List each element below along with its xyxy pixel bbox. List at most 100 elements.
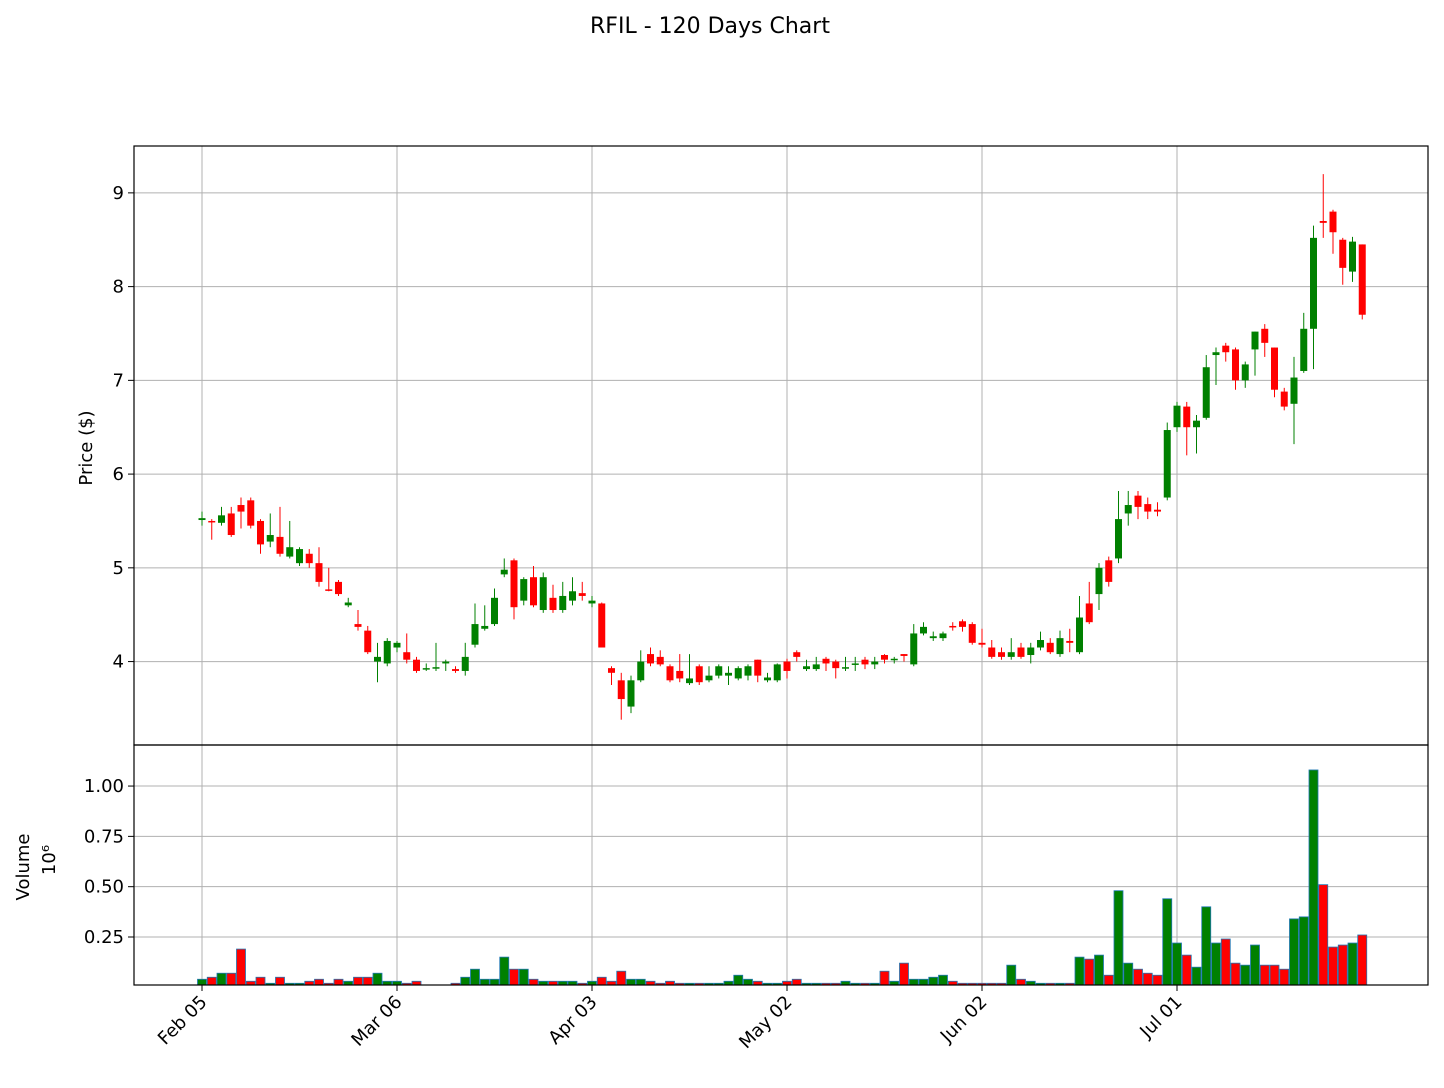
candle-body <box>1329 211 1337 233</box>
volume-bar <box>1133 968 1143 986</box>
candle-body <box>539 577 547 611</box>
candle-body <box>734 668 742 679</box>
candle-body <box>559 595 567 611</box>
candle-body <box>764 677 771 681</box>
candle-body <box>1037 640 1044 648</box>
candle-body <box>988 647 996 657</box>
candle-body <box>374 656 381 662</box>
candle-body <box>325 589 333 591</box>
candle-body <box>1027 647 1035 656</box>
volume-bar <box>1357 934 1368 986</box>
candle-body <box>900 654 908 656</box>
y2-tick-label: 0.25 <box>84 927 124 948</box>
candle-body <box>637 661 645 681</box>
volume-bar <box>255 976 266 986</box>
candle-body <box>715 666 723 676</box>
volume-bar <box>528 978 539 986</box>
candle-body <box>598 603 606 648</box>
candle-body <box>1212 352 1220 356</box>
candle-body <box>276 536 284 554</box>
volume-bar <box>1152 974 1163 986</box>
candle-body <box>1290 377 1298 404</box>
candle-body <box>1232 349 1239 381</box>
volume-bar <box>1347 942 1358 986</box>
candle-body <box>1193 420 1200 428</box>
candle-body <box>1163 430 1171 498</box>
volume-bar <box>236 948 246 986</box>
candle-body <box>198 518 206 521</box>
y-tick-label: 7 <box>113 370 124 391</box>
candle-body <box>315 563 323 582</box>
volume-bar <box>908 978 919 986</box>
volume-bar <box>460 976 471 986</box>
volume-bar <box>1201 906 1212 986</box>
candle-body <box>656 656 664 665</box>
candle-body <box>1105 560 1113 582</box>
candle-body <box>1134 495 1142 507</box>
candle-body <box>1339 239 1347 268</box>
y-axis-label: Price ($) <box>76 410 97 485</box>
candle-body <box>286 547 294 557</box>
candle-body <box>959 621 966 627</box>
candle-body <box>452 669 459 671</box>
candle-body <box>1007 652 1015 657</box>
volume-bar <box>206 976 217 986</box>
candle-body <box>754 659 762 676</box>
volume-bar <box>1172 942 1182 986</box>
volume-bar <box>1162 898 1173 986</box>
volume-bar <box>1298 916 1309 986</box>
volume-bar <box>635 978 646 986</box>
candle-body <box>1173 405 1181 428</box>
candle-body <box>442 661 450 664</box>
volume-bar <box>596 976 607 986</box>
candle-body <box>1183 406 1191 428</box>
candle-body <box>1046 642 1054 653</box>
candle-body <box>530 577 537 606</box>
volume-bar <box>1240 964 1251 986</box>
candle-body <box>1144 504 1152 512</box>
volume-bar <box>733 974 744 986</box>
candle-body <box>481 625 489 629</box>
candle-body <box>520 579 528 601</box>
candle-body <box>666 666 674 681</box>
volume-bar <box>1006 964 1017 986</box>
y-tick-label: 5 <box>113 558 124 579</box>
y-tick-label: 8 <box>113 277 124 298</box>
candle-body <box>803 666 810 670</box>
candle-body <box>783 661 791 671</box>
candle-body <box>1115 519 1122 559</box>
candle-body <box>549 597 557 611</box>
candle-body <box>266 535 274 542</box>
volume-bar <box>879 970 890 986</box>
volume-bar <box>1279 968 1290 986</box>
volume-frame <box>133 744 1429 986</box>
volume-bar <box>1318 884 1329 986</box>
y2-axis-label: Volume <box>13 834 34 901</box>
candle-body <box>1261 328 1269 343</box>
volume-bar <box>899 962 909 986</box>
y2-tick-label: 0.50 <box>84 877 124 898</box>
volume-bar <box>333 978 344 986</box>
candle-body <box>257 520 264 545</box>
candle-body <box>510 560 518 608</box>
y2-multiplier: 10⁶ <box>39 845 60 875</box>
candle-body <box>627 680 635 707</box>
candle-body <box>744 666 752 676</box>
volume-bar <box>1181 954 1192 986</box>
candle-body <box>208 520 216 523</box>
candle-body <box>344 602 352 606</box>
candle-body <box>1017 647 1025 657</box>
candle-body <box>842 667 849 669</box>
candle-body <box>1154 509 1161 512</box>
volume-bar <box>1094 954 1104 986</box>
candle-body <box>296 549 303 564</box>
volume-bar <box>1016 978 1026 986</box>
candle-body <box>949 625 957 628</box>
candle-body <box>910 633 918 665</box>
candle-body <box>305 553 313 564</box>
candle-body <box>686 678 693 684</box>
volume-bar <box>1113 890 1124 986</box>
volume-bar <box>353 976 363 986</box>
